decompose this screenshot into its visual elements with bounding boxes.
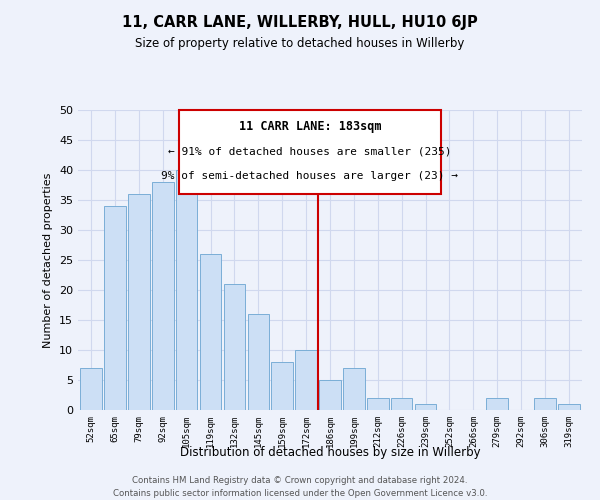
Text: 11, CARR LANE, WILLERBY, HULL, HU10 6JP: 11, CARR LANE, WILLERBY, HULL, HU10 6JP <box>122 15 478 30</box>
Bar <box>80 368 102 410</box>
Text: ← 91% of detached houses are smaller (235): ← 91% of detached houses are smaller (23… <box>168 147 452 157</box>
Bar <box>391 398 412 410</box>
Bar <box>104 206 126 410</box>
Text: Contains HM Land Registry data © Crown copyright and database right 2024.
Contai: Contains HM Land Registry data © Crown c… <box>113 476 487 498</box>
Text: Distribution of detached houses by size in Willerby: Distribution of detached houses by size … <box>179 446 481 459</box>
Bar <box>343 368 365 410</box>
Bar <box>248 314 269 410</box>
Bar <box>271 362 293 410</box>
Text: 9% of semi-detached houses are larger (23) →: 9% of semi-detached houses are larger (2… <box>161 170 458 180</box>
Bar <box>224 284 245 410</box>
Bar <box>534 398 556 410</box>
Bar <box>152 182 173 410</box>
Bar <box>295 350 317 410</box>
Y-axis label: Number of detached properties: Number of detached properties <box>43 172 53 348</box>
Bar <box>487 398 508 410</box>
Bar <box>319 380 341 410</box>
Bar <box>558 404 580 410</box>
Bar <box>128 194 149 410</box>
Text: 11 CARR LANE: 183sqm: 11 CARR LANE: 183sqm <box>239 120 381 134</box>
Bar <box>200 254 221 410</box>
Bar <box>367 398 389 410</box>
Bar <box>176 170 197 410</box>
Bar <box>415 404 436 410</box>
Text: Size of property relative to detached houses in Willerby: Size of property relative to detached ho… <box>136 38 464 51</box>
